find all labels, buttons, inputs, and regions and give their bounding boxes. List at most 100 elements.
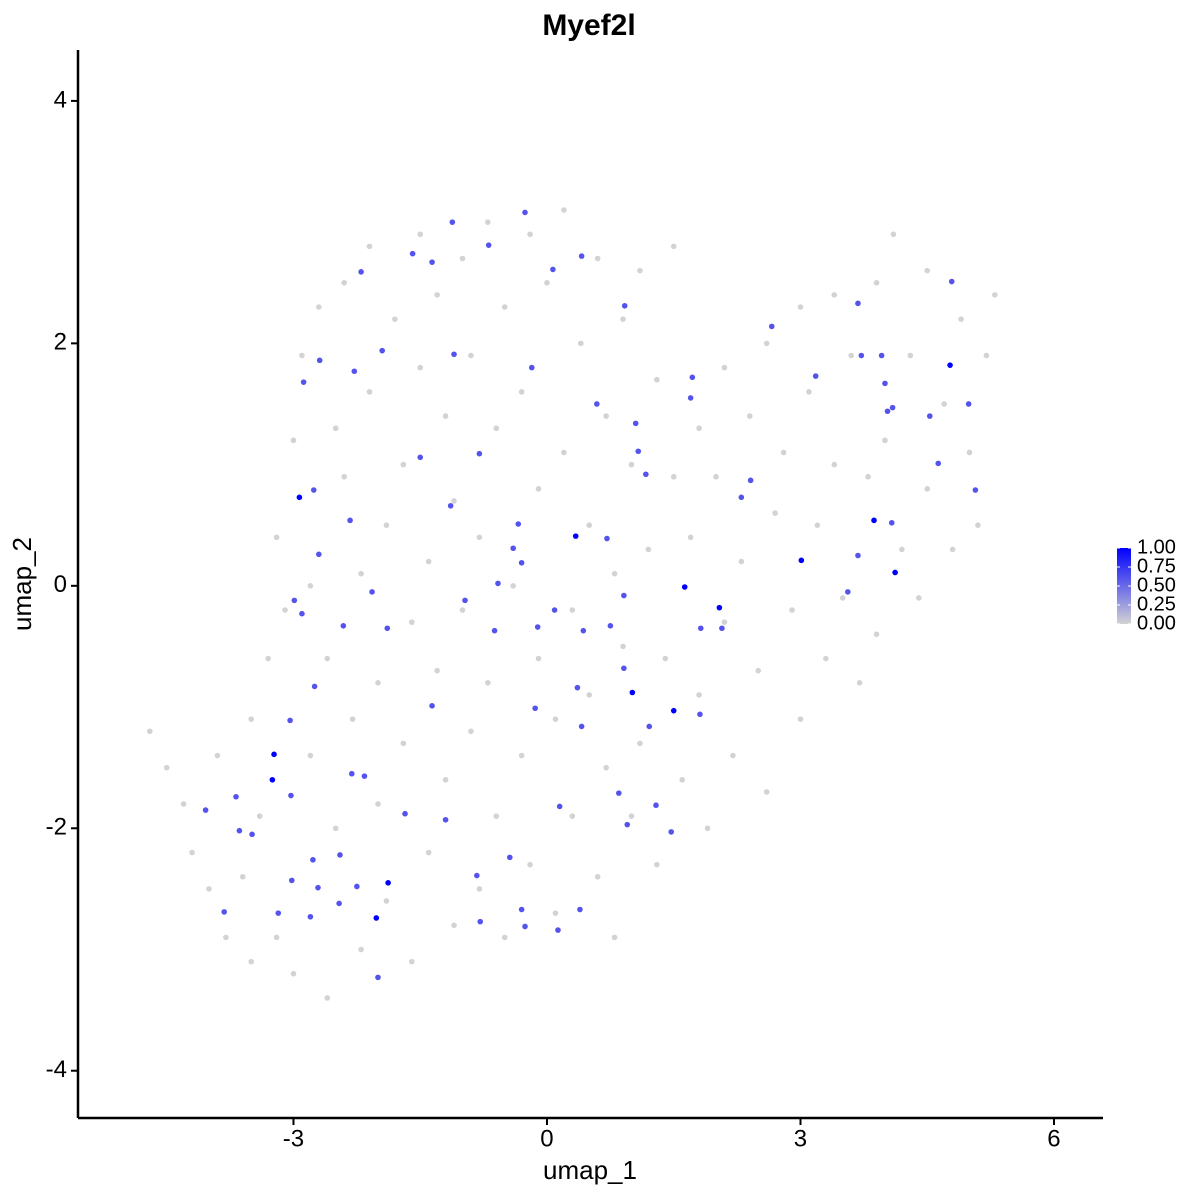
point <box>271 751 277 758</box>
point <box>451 498 457 504</box>
point <box>716 604 723 611</box>
point <box>522 923 528 930</box>
point <box>383 898 390 904</box>
point <box>307 583 314 589</box>
point <box>889 404 896 411</box>
point <box>620 643 626 650</box>
point <box>316 357 323 364</box>
point <box>763 789 770 795</box>
point <box>552 910 559 916</box>
point <box>316 304 322 310</box>
point <box>637 740 643 747</box>
point <box>518 906 525 913</box>
point <box>392 316 398 322</box>
x-tick-label: 0 <box>540 1125 553 1152</box>
point <box>611 570 618 577</box>
point <box>429 703 435 709</box>
point <box>290 437 297 444</box>
point <box>569 607 576 613</box>
point <box>373 915 380 921</box>
point <box>351 368 358 375</box>
point <box>621 302 628 309</box>
point <box>763 340 770 347</box>
point <box>814 522 821 529</box>
point <box>236 827 243 834</box>
point <box>307 913 314 920</box>
point <box>670 707 677 714</box>
point <box>248 716 255 722</box>
y-tick-label: -4 <box>46 1056 67 1083</box>
colorbar-tick-label: 0.75 <box>1137 555 1176 577</box>
point <box>434 292 440 298</box>
point <box>621 665 627 672</box>
point <box>635 448 642 455</box>
point <box>670 473 677 480</box>
point <box>848 352 854 359</box>
point <box>462 597 468 604</box>
point <box>983 352 990 359</box>
point <box>315 884 321 891</box>
point <box>569 813 576 819</box>
point <box>865 473 871 480</box>
point <box>434 667 440 674</box>
point <box>485 219 491 225</box>
point <box>369 589 375 595</box>
point <box>730 752 736 759</box>
point <box>518 559 525 566</box>
colorbar-tick-label: 1.00 <box>1137 536 1176 558</box>
point <box>527 861 533 868</box>
point <box>300 379 307 385</box>
point <box>856 679 863 686</box>
point <box>442 816 449 823</box>
y-axis-label: umap_2 <box>7 537 37 631</box>
y-tick-label: 2 <box>54 329 67 356</box>
point <box>459 607 466 613</box>
point <box>924 486 931 492</box>
point <box>296 494 303 501</box>
point <box>256 813 263 819</box>
point <box>620 316 626 322</box>
point <box>402 810 408 817</box>
point <box>780 449 787 456</box>
point <box>384 625 391 632</box>
point <box>858 352 865 359</box>
point <box>704 825 711 832</box>
point <box>447 503 454 509</box>
colorbar-tick-label: 0.50 <box>1137 574 1176 596</box>
point <box>578 723 585 730</box>
point <box>628 813 635 819</box>
point <box>527 231 533 238</box>
colorbar-tick-label: 0.25 <box>1137 593 1176 615</box>
point <box>400 740 407 747</box>
point <box>679 776 685 783</box>
point <box>287 717 293 724</box>
point <box>202 807 209 813</box>
point <box>510 545 516 552</box>
point <box>269 776 276 783</box>
point <box>518 389 525 395</box>
point <box>385 880 391 886</box>
chart-title: Myef2l <box>542 9 635 42</box>
point <box>668 829 674 835</box>
point <box>291 597 298 604</box>
point <box>632 420 639 427</box>
point <box>528 364 535 371</box>
point <box>449 219 456 225</box>
point <box>307 752 314 759</box>
point <box>316 551 322 558</box>
point <box>915 595 922 601</box>
point <box>907 352 914 359</box>
point <box>532 705 538 712</box>
y-tick-label: 0 <box>54 571 67 598</box>
point <box>555 927 561 933</box>
point <box>282 607 288 613</box>
point <box>926 413 933 419</box>
point <box>476 450 483 457</box>
point <box>696 692 702 698</box>
point <box>535 486 542 492</box>
point <box>349 716 356 722</box>
point <box>468 728 474 735</box>
point <box>586 522 593 529</box>
point <box>662 655 669 662</box>
